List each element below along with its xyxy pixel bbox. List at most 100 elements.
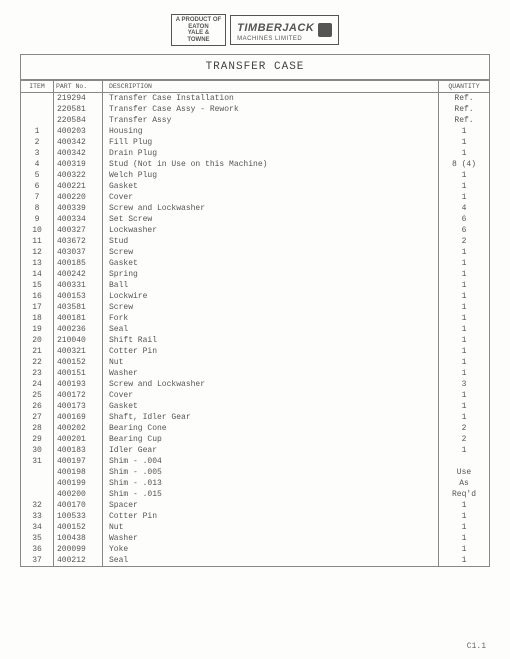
cell-qty: Use: [439, 467, 490, 478]
cell-item: 19: [21, 324, 54, 335]
cell-part: 400321: [54, 346, 103, 357]
cell-item: 17: [21, 302, 54, 313]
col-header-part: PART No.: [54, 81, 103, 93]
cell-desc: Drain Plug: [103, 148, 439, 159]
cell-desc: Lockwire: [103, 291, 439, 302]
cell-qty: 1: [439, 291, 490, 302]
table-body: 219294Transfer Case InstallationRef.2205…: [21, 93, 489, 567]
cell-desc: Ball: [103, 280, 439, 291]
table-row: 5400322Welch Plug1: [21, 170, 489, 181]
col-header-qty: QUANTITY: [439, 81, 490, 93]
cell-part: 400202: [54, 423, 103, 434]
cell-part: 400185: [54, 258, 103, 269]
table-row: 33100533Cotter Pin1: [21, 511, 489, 522]
cell-part: 400199: [54, 478, 103, 489]
cell-part: 400334: [54, 214, 103, 225]
table-row: 23400151Washer1: [21, 368, 489, 379]
cell-item: 30: [21, 445, 54, 456]
cell-part: 400152: [54, 357, 103, 368]
table-row: 220581Transfer Case Assy - ReworkRef.: [21, 104, 489, 115]
cell-desc: Screw: [103, 247, 439, 258]
table-row: 19400236Seal1: [21, 324, 489, 335]
cell-part: 100533: [54, 511, 103, 522]
cell-desc: Screw and Lockwasher: [103, 379, 439, 390]
table-row: 400200Shim - .015Req'd: [21, 489, 489, 500]
cell-part: 400220: [54, 192, 103, 203]
table-row: 22400152Nut1: [21, 357, 489, 368]
cell-desc: Seal: [103, 324, 439, 335]
cell-qty: 1: [439, 170, 490, 181]
cell-item: [21, 467, 54, 478]
table-title: TRANSFER CASE: [21, 55, 489, 80]
cell-item: 29: [21, 434, 54, 445]
cell-item: 2: [21, 137, 54, 148]
cell-part: 400221: [54, 181, 103, 192]
table-row: 25400172Cover1: [21, 390, 489, 401]
cell-item: 9: [21, 214, 54, 225]
cell-desc: Washer: [103, 533, 439, 544]
table-frame: TRANSFER CASE ITEM PART No. DESCRIPTION …: [20, 54, 490, 567]
logo-brand: TIMBERJACK: [237, 22, 314, 34]
cell-qty: 1: [439, 258, 490, 269]
table-row: 29400201Bearing Cup2: [21, 434, 489, 445]
logo-left-line: EATON: [176, 24, 221, 31]
cell-item: 20: [21, 335, 54, 346]
cell-item: 16: [21, 291, 54, 302]
cell-part: 400322: [54, 170, 103, 181]
cell-qty: 1: [439, 247, 490, 258]
cell-item: 1: [21, 126, 54, 137]
cell-desc: Set Screw: [103, 214, 439, 225]
cell-part: 219294: [54, 93, 103, 105]
cell-desc: Gasket: [103, 181, 439, 192]
cell-item: 34: [21, 522, 54, 533]
cell-desc: Shaft, Idler Gear: [103, 412, 439, 423]
cell-part: 400181: [54, 313, 103, 324]
table-row: 400199Shim - .013As: [21, 478, 489, 489]
cell-desc: Stud (Not in Use on this Machine): [103, 159, 439, 170]
cell-item: 4: [21, 159, 54, 170]
table-row: 400198Shim - .005Use: [21, 467, 489, 478]
cell-item: [21, 489, 54, 500]
cell-desc: Idler Gear: [103, 445, 439, 456]
cell-desc: Washer: [103, 368, 439, 379]
cell-desc: Lockwasher: [103, 225, 439, 236]
table-row: 1400203Housing1: [21, 126, 489, 137]
cell-desc: Bearing Cup: [103, 434, 439, 445]
logo-main-box: TIMBERJACK MACHINES LIMITED: [230, 15, 339, 45]
cell-qty: 1: [439, 368, 490, 379]
cell-part: 400183: [54, 445, 103, 456]
cell-item: 13: [21, 258, 54, 269]
col-header-desc: DESCRIPTION: [103, 81, 439, 93]
cell-item: 22: [21, 357, 54, 368]
cell-item: 28: [21, 423, 54, 434]
cell-part: 200099: [54, 544, 103, 555]
cell-qty: 2: [439, 236, 490, 247]
cell-part: 400172: [54, 390, 103, 401]
table-row: 37400212Seal1: [21, 555, 489, 566]
cell-item: 32: [21, 500, 54, 511]
table-row: 2400342Fill Plug1: [21, 137, 489, 148]
cell-part: 400319: [54, 159, 103, 170]
cell-part: 400153: [54, 291, 103, 302]
cell-desc: Shift Rail: [103, 335, 439, 346]
cell-desc: Cotter Pin: [103, 511, 439, 522]
cell-desc: Cover: [103, 192, 439, 203]
cell-item: 10: [21, 225, 54, 236]
cell-item: 7: [21, 192, 54, 203]
table-row: 24400193Screw and Lockwasher3: [21, 379, 489, 390]
table-header-row: ITEM PART No. DESCRIPTION QUANTITY: [21, 81, 489, 93]
table-row: 6400221Gasket1: [21, 181, 489, 192]
cell-qty: 1: [439, 280, 490, 291]
cell-item: 3: [21, 148, 54, 159]
cell-desc: Screw and Lockwasher: [103, 203, 439, 214]
cell-qty: 1: [439, 533, 490, 544]
cell-desc: Shim - .004: [103, 456, 439, 467]
table-row: 21400321Cotter Pin1: [21, 346, 489, 357]
cell-qty: 1: [439, 401, 490, 412]
cell-part: 400201: [54, 434, 103, 445]
table-row: 4400319Stud (Not in Use on this Machine)…: [21, 159, 489, 170]
cell-desc: Screw: [103, 302, 439, 313]
table-row: 220584Transfer AssyRef.: [21, 115, 489, 126]
parts-table: ITEM PART No. DESCRIPTION QUANTITY 21929…: [21, 80, 489, 566]
cell-part: 400151: [54, 368, 103, 379]
